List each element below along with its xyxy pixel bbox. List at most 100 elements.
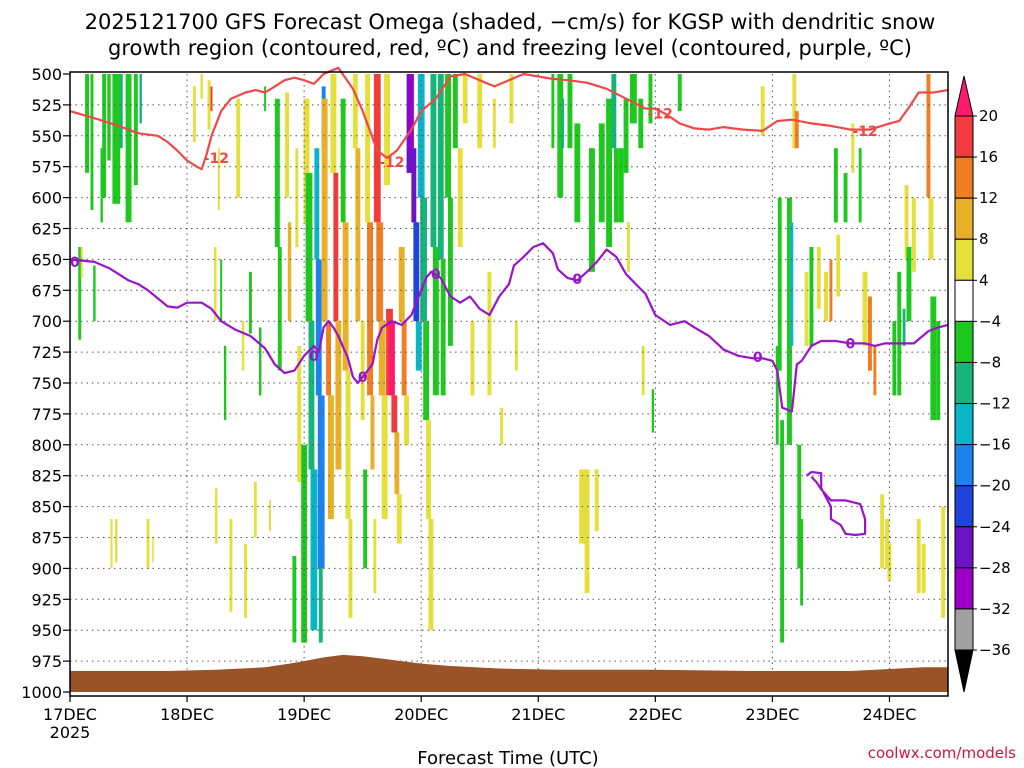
colorbar-label: −20 bbox=[979, 477, 1011, 495]
y-tick-label: 575 bbox=[31, 158, 62, 177]
terrain-layer bbox=[70, 654, 948, 692]
colorbar-label: −36 bbox=[979, 641, 1011, 659]
y-tick-label: 725 bbox=[31, 343, 62, 362]
omega-cell bbox=[790, 222, 794, 346]
omega-cell bbox=[809, 247, 814, 346]
omega-cell bbox=[797, 444, 802, 569]
omega-cell bbox=[326, 321, 331, 396]
omega-cell bbox=[777, 197, 782, 371]
omega-cell bbox=[80, 247, 83, 278]
omega-cell bbox=[297, 345, 302, 482]
omega-cell bbox=[589, 148, 595, 272]
dendritic-contour-line bbox=[69, 66, 949, 171]
omega-cell bbox=[381, 395, 388, 519]
omega-cell bbox=[448, 197, 453, 346]
omega-cell bbox=[107, 74, 111, 161]
omega-cell bbox=[598, 123, 605, 223]
omega-cell bbox=[305, 172, 313, 322]
omega-cell bbox=[303, 98, 310, 223]
omega-cell bbox=[404, 395, 409, 445]
plot-background bbox=[70, 72, 948, 696]
omega-cell bbox=[648, 74, 653, 124]
omega-cell bbox=[868, 296, 872, 371]
omega-cell bbox=[618, 148, 624, 223]
omega-cell bbox=[384, 74, 390, 186]
plot-frame bbox=[69, 71, 949, 697]
omega-cell bbox=[348, 519, 353, 618]
omega-cell bbox=[792, 74, 797, 149]
omega-cell bbox=[800, 519, 804, 606]
omega-cell bbox=[445, 74, 451, 198]
y-tick-label: 625 bbox=[31, 220, 62, 239]
omega-cell bbox=[321, 98, 328, 322]
freezing-contour-label: 0 bbox=[70, 255, 80, 271]
omega-cell bbox=[249, 271, 252, 334]
colorbar-swatch bbox=[954, 403, 974, 446]
colorbar-swatch bbox=[954, 238, 974, 281]
colorbar-label: −4 bbox=[979, 312, 1001, 330]
omega-cell bbox=[360, 321, 365, 421]
colorbar-label: 8 bbox=[979, 230, 989, 248]
omega-cell bbox=[229, 519, 233, 612]
colorbar-label: 12 bbox=[979, 189, 998, 207]
y-tick-label: 950 bbox=[31, 621, 62, 640]
omega-cell bbox=[398, 247, 405, 322]
y-tick-label: 550 bbox=[31, 127, 62, 146]
omega-cell bbox=[606, 98, 612, 247]
colorbar-swatch bbox=[954, 567, 974, 610]
omega-cell bbox=[352, 74, 358, 149]
omega-cell bbox=[330, 74, 337, 173]
y-tick-label: 1000 bbox=[21, 683, 62, 702]
omega-cell bbox=[928, 197, 934, 260]
omega-cell bbox=[437, 74, 444, 260]
y-tick-label: 925 bbox=[31, 590, 62, 609]
colorbar-swatch bbox=[954, 115, 974, 158]
omega-cell bbox=[428, 519, 434, 631]
x-tick-year-label: 2025 bbox=[50, 723, 91, 742]
y-tick-label: 875 bbox=[31, 529, 62, 548]
omega-cell bbox=[115, 519, 118, 563]
omega-cell bbox=[775, 345, 779, 445]
omega-cell bbox=[833, 148, 838, 223]
omega-cell bbox=[409, 74, 414, 149]
omega-cell bbox=[641, 345, 645, 396]
omega-cell bbox=[376, 222, 384, 322]
omega-cell bbox=[794, 111, 799, 149]
omega-cell bbox=[355, 148, 361, 322]
dendritic-contour-label: -12 bbox=[379, 155, 404, 171]
omega-cell bbox=[816, 247, 821, 309]
freezing-contour-label: 0 bbox=[753, 350, 763, 366]
omega-cell bbox=[85, 74, 89, 173]
omega-cell bbox=[887, 543, 892, 581]
omega-cell bbox=[936, 321, 941, 421]
x-tick-label: 23DEC bbox=[745, 705, 799, 724]
omega-cell bbox=[146, 519, 150, 569]
omega-cell bbox=[301, 444, 308, 643]
y-tick-label: 850 bbox=[31, 498, 62, 517]
omega-cell bbox=[310, 469, 318, 631]
omega-cell bbox=[378, 321, 386, 396]
freezing-contour-label: 0 bbox=[431, 267, 441, 283]
plot-area: -12 -12 -12 -12 0 0 0 0 0 0 0 bbox=[69, 66, 949, 697]
omega-cell bbox=[594, 469, 599, 532]
colorbar-swatch bbox=[954, 485, 974, 528]
colorbar-bottom-arrow bbox=[954, 649, 974, 693]
credit-text: coolwx.com/models bbox=[868, 744, 1016, 762]
omega-cell bbox=[630, 74, 637, 124]
x-tick-label: 21DEC bbox=[511, 705, 565, 724]
omega-cell bbox=[370, 395, 375, 470]
omega-cell bbox=[492, 98, 496, 149]
omega-cell bbox=[207, 80, 211, 130]
y-tick-label: 650 bbox=[31, 250, 62, 269]
omega-cell bbox=[285, 92, 289, 198]
omega-cell bbox=[462, 74, 468, 124]
omega-cell bbox=[277, 247, 282, 371]
omega-cell bbox=[396, 494, 402, 544]
colorbar-swatch bbox=[954, 361, 974, 405]
omega-cell bbox=[873, 345, 877, 396]
colorbar-label: −16 bbox=[979, 436, 1011, 454]
omega-cell bbox=[500, 407, 504, 445]
omega-cell bbox=[415, 321, 422, 371]
